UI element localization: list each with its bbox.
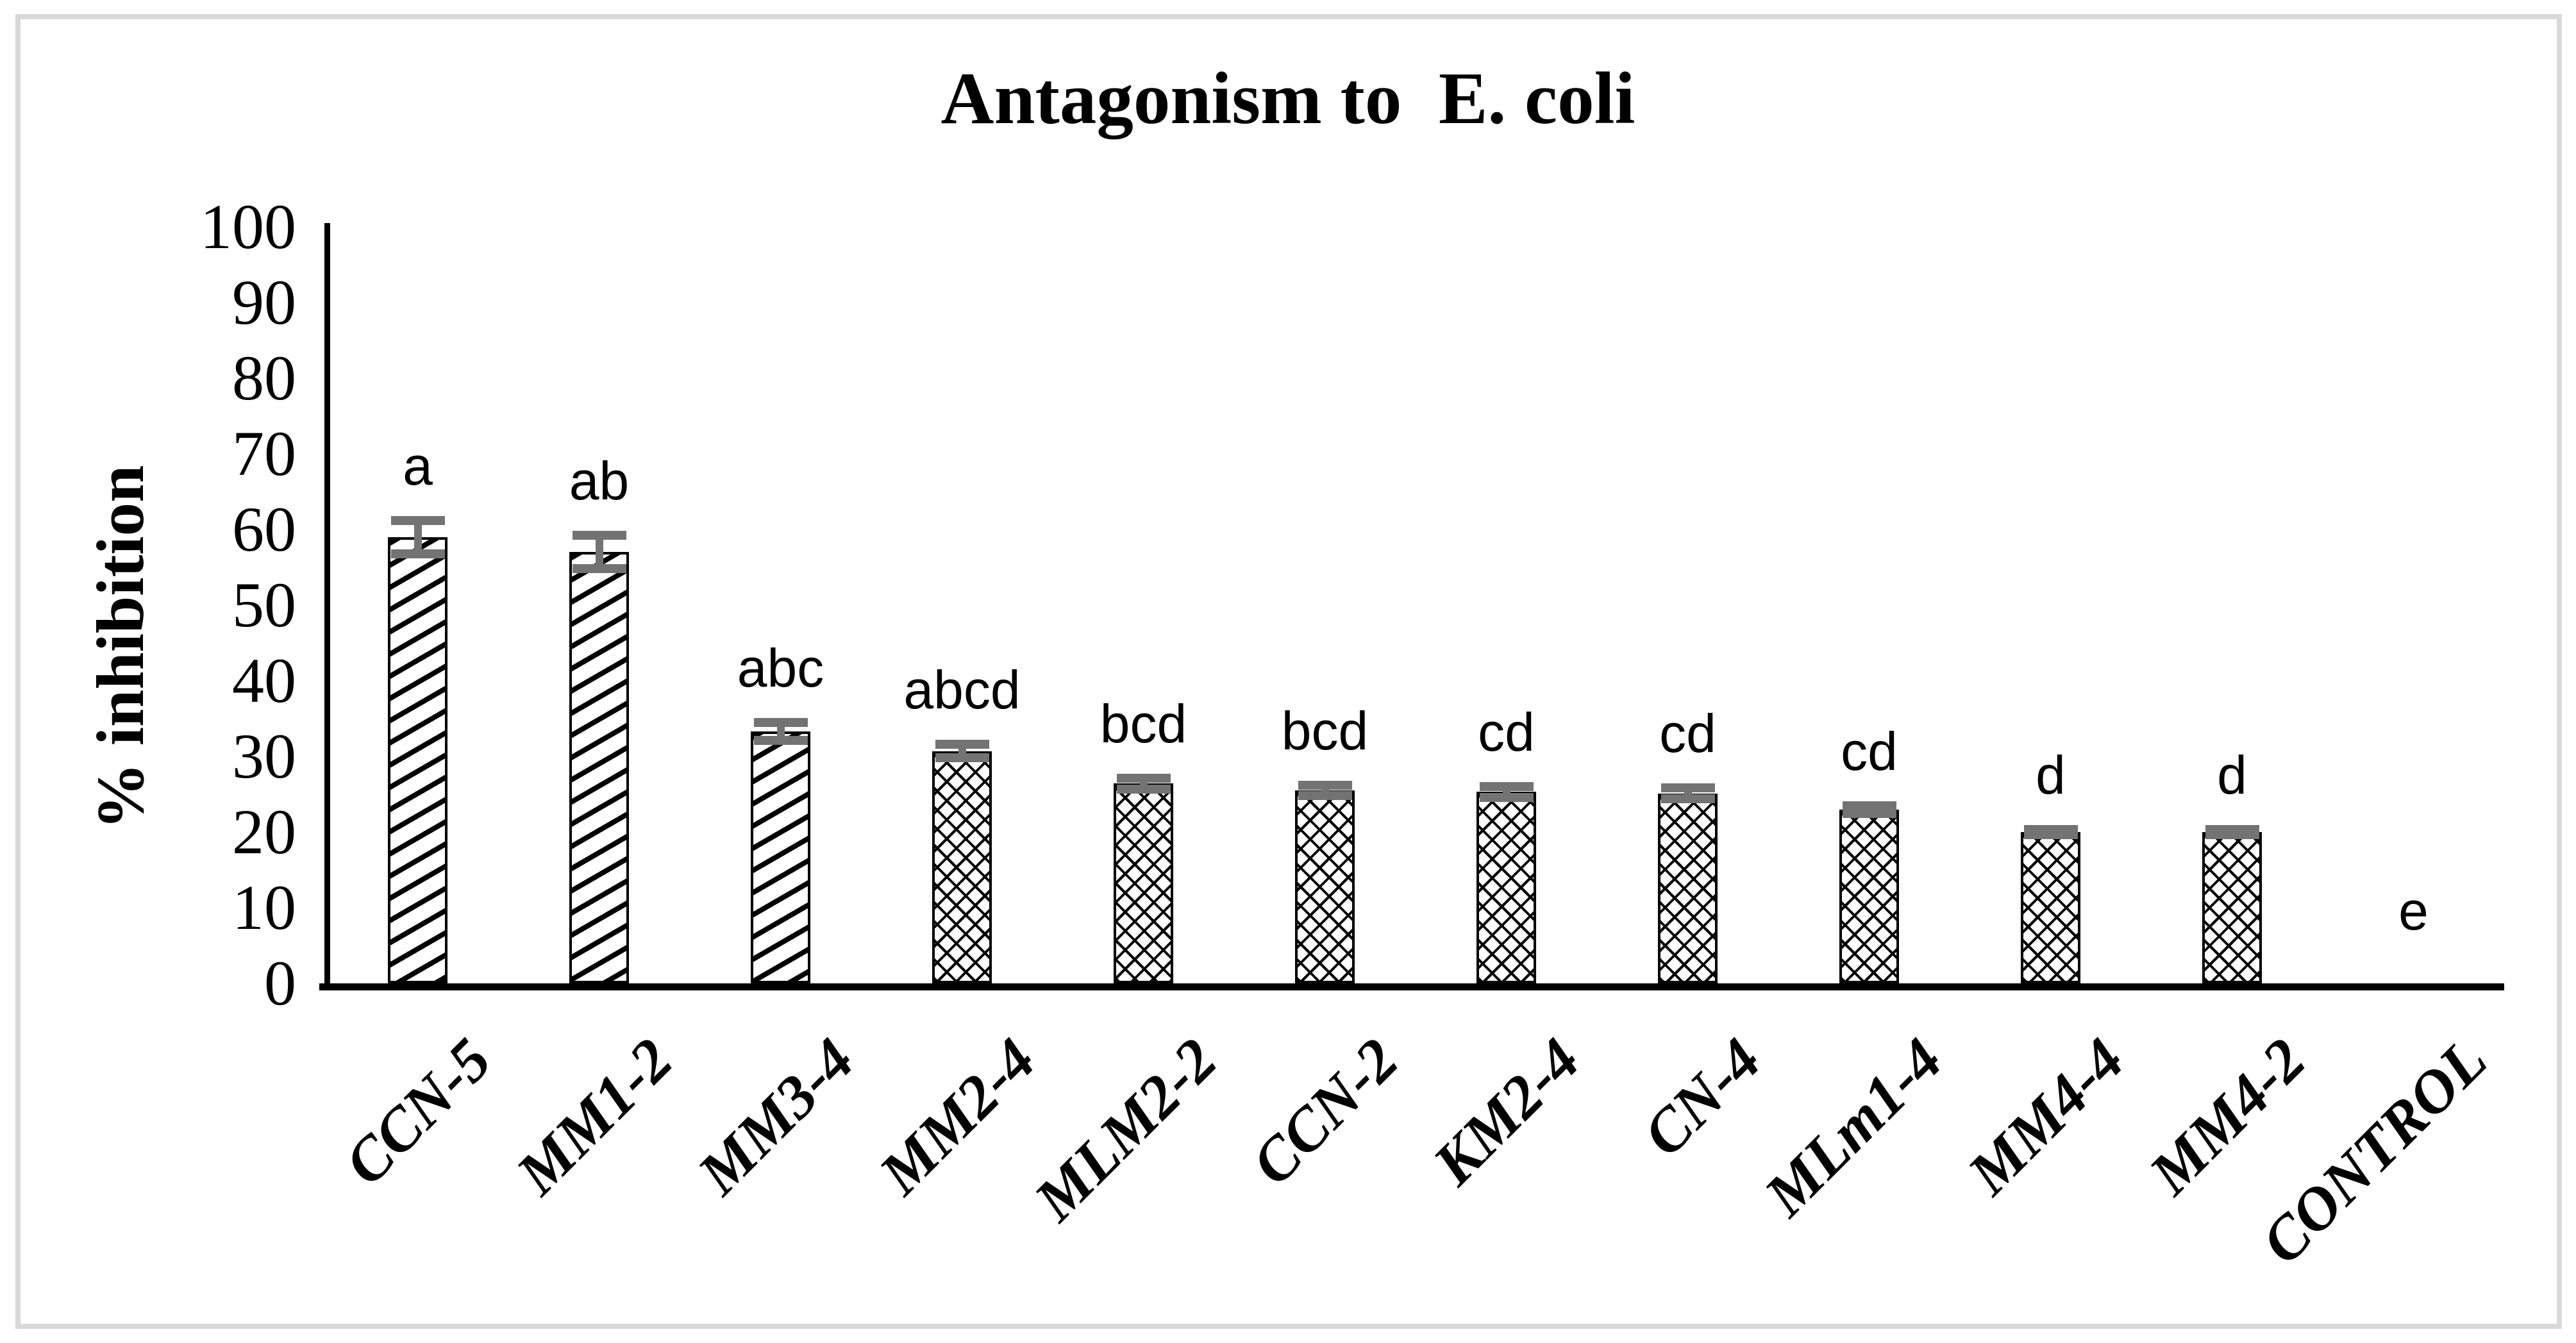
y-tick-label: 40 bbox=[232, 645, 296, 716]
y-tick-label: 10 bbox=[232, 872, 296, 943]
bar-MM4-2 bbox=[2202, 832, 2262, 983]
error-bar-top-cap bbox=[1479, 782, 1534, 792]
y-tick-label: 20 bbox=[232, 796, 296, 867]
error-bar-top-cap bbox=[753, 717, 808, 727]
y-tick-label: 90 bbox=[232, 267, 296, 338]
error-bar-top-cap bbox=[572, 531, 626, 540]
error-bar-top-cap bbox=[1660, 783, 1715, 793]
error-bar-bottom-cap bbox=[390, 549, 445, 558]
significance-letter: cd bbox=[1659, 703, 1716, 764]
bar-MM3-4 bbox=[751, 731, 810, 983]
significance-letter: bcd bbox=[1281, 700, 1369, 761]
significance-letter: bcd bbox=[1100, 694, 1187, 755]
figure-border bbox=[15, 14, 2562, 1329]
error-bar-bottom-cap bbox=[1116, 784, 1171, 794]
significance-letter: cd bbox=[1841, 721, 1898, 781]
y-axis-line bbox=[324, 223, 330, 983]
significance-letter: abc bbox=[737, 637, 824, 698]
error-bar-top-cap bbox=[1842, 801, 1896, 810]
error-bar-bottom-cap bbox=[753, 736, 808, 746]
chart-title: Antagonism to E. coli bbox=[941, 58, 1635, 139]
error-bar-top-cap bbox=[935, 740, 989, 749]
error-bar-bottom-cap bbox=[1842, 808, 1896, 818]
bar-CCN-5 bbox=[388, 537, 447, 983]
significance-letter: d bbox=[2217, 745, 2247, 806]
bar-MM1-2 bbox=[569, 552, 629, 983]
error-bar-bottom-cap bbox=[1479, 792, 1534, 802]
error-bar-bottom-cap bbox=[1660, 794, 1715, 804]
significance-letter: cd bbox=[1478, 702, 1535, 763]
y-tick-label: 80 bbox=[232, 342, 296, 413]
y-tick-label: 50 bbox=[232, 569, 296, 640]
error-bar-stem bbox=[595, 531, 603, 574]
significance-letter: a bbox=[403, 435, 433, 496]
bar-CN-4 bbox=[1658, 793, 1718, 983]
y-tick-label: 30 bbox=[232, 721, 296, 792]
bar-MM4-4 bbox=[2021, 832, 2080, 983]
error-bar-top-cap bbox=[390, 515, 445, 525]
x-axis-line bbox=[319, 983, 2504, 990]
y-tick-label: 0 bbox=[264, 947, 296, 1019]
y-tick-label: 70 bbox=[232, 418, 296, 489]
y-tick-label: 100 bbox=[200, 191, 296, 262]
bar-MLm1-4 bbox=[1839, 809, 1899, 983]
significance-letter: abcd bbox=[903, 660, 1021, 721]
error-bar-bottom-cap bbox=[572, 564, 626, 574]
error-bar-bottom-cap bbox=[2205, 830, 2259, 839]
error-bar-bottom-cap bbox=[935, 753, 989, 763]
error-bar-stem bbox=[414, 515, 422, 558]
bar-KM2-4 bbox=[1476, 792, 1536, 983]
bar-CCN-2 bbox=[1295, 790, 1355, 983]
significance-letter: d bbox=[2036, 745, 2066, 806]
bar-MM2-4 bbox=[932, 751, 992, 983]
significance-letter: ab bbox=[569, 451, 630, 512]
error-bar-top-cap bbox=[1116, 774, 1171, 783]
error-bar-bottom-cap bbox=[1298, 791, 1352, 801]
y-tick-label: 60 bbox=[232, 494, 296, 565]
error-bar-bottom-cap bbox=[2023, 830, 2078, 839]
significance-letter: e bbox=[2398, 881, 2429, 941]
error-bar-top-cap bbox=[1298, 780, 1352, 790]
bar-MLM2-2 bbox=[1114, 783, 1173, 983]
